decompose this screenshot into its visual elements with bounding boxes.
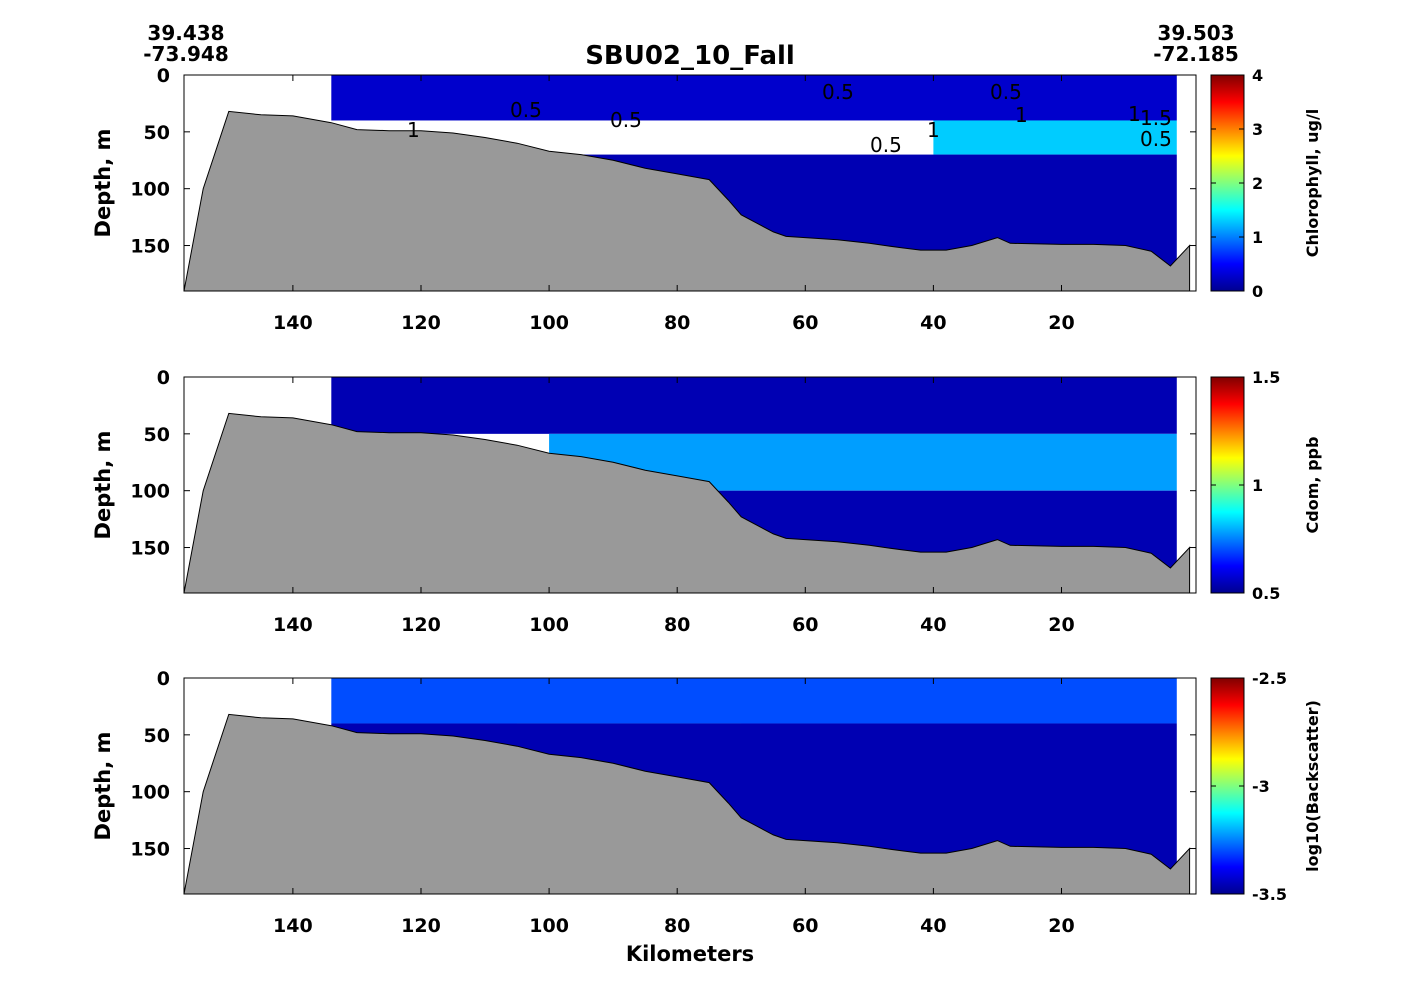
- colorbar-tick-label: 1.5: [1252, 368, 1280, 387]
- axes-frame: [183, 74, 1197, 292]
- left-longitude: -73.948: [143, 42, 228, 66]
- seafloor: [184, 713, 1191, 894]
- x-tick-label: 140: [273, 614, 313, 636]
- seafloor: [184, 412, 1191, 593]
- y-axis-label: Depth, m: [91, 431, 115, 540]
- y-axis-label: Depth, m: [91, 129, 115, 238]
- x-tick-label: 40: [920, 915, 946, 937]
- x-tick-label: 120: [401, 915, 441, 937]
- y-tick-label: 0: [157, 668, 170, 690]
- x-tick-label: 100: [529, 915, 569, 937]
- y-tick-label: 150: [130, 839, 170, 861]
- x-tick-label: 80: [664, 915, 690, 937]
- x-tick-label: 60: [792, 312, 818, 334]
- contour-label: 1.5: [1140, 106, 1172, 130]
- axes-frame: [183, 376, 1197, 594]
- contour-label: 0.5: [870, 133, 902, 157]
- x-tick-label: 40: [920, 614, 946, 636]
- axes-frame: [183, 677, 1197, 895]
- colorbar-tick-label: 1: [1252, 476, 1263, 495]
- left-latitude: 39.438: [147, 21, 224, 45]
- y-tick-label: 50: [144, 424, 170, 446]
- contour-label: 1: [927, 118, 940, 142]
- x-tick-label: 100: [529, 614, 569, 636]
- x-tick-label: 20: [1048, 614, 1074, 636]
- data-band-1: [331, 678, 1177, 724]
- colorbar-tick-label: 4: [1252, 66, 1263, 85]
- x-tick-label: 120: [401, 312, 441, 334]
- colorbar-label: Chlorophyll, ug/l: [1303, 109, 1322, 258]
- plot-area: [184, 678, 1191, 894]
- panel-2: 0 50 100 150 140 120 100 80 60 40 20 Depth, m 1.5 1 0.…: [91, 367, 1322, 636]
- y-tick-label: 0: [157, 65, 170, 87]
- y-tick-label: 50: [144, 122, 170, 144]
- contour-label: 0.5: [822, 80, 854, 104]
- colorbar-label: log10(Backscatter): [1303, 700, 1322, 872]
- colorbar: [1210, 74, 1245, 292]
- contour-label: 0.5: [510, 98, 542, 122]
- panel-3: 0 50 100 150 140 120 100 80 60 40 20 Depth, m -2.5 -3…: [91, 668, 1322, 937]
- contour-label: 1: [407, 118, 420, 142]
- right-latitude: 39.503: [1157, 21, 1234, 45]
- right-longitude: -72.185: [1153, 42, 1238, 66]
- x-tick-label: 20: [1048, 312, 1074, 334]
- data-band-1: [331, 377, 1177, 434]
- x-tick-label: 60: [792, 614, 818, 636]
- y-tick-label: 100: [130, 782, 170, 804]
- y-tick-label: 150: [130, 538, 170, 560]
- contour-label: 0.5: [990, 80, 1022, 104]
- x-tick-label: 120: [401, 614, 441, 636]
- contour-label: 1: [1128, 102, 1141, 126]
- figure-title: SBU02_10_Fall: [585, 41, 795, 71]
- colorbar-tick-label: -3: [1252, 777, 1270, 796]
- y-tick-label: 0: [157, 367, 170, 389]
- colorbar-tick-label: 0: [1252, 282, 1263, 301]
- x-tick-label: 80: [664, 614, 690, 636]
- x-tick-label: 100: [529, 312, 569, 334]
- y-tick-label: 100: [130, 481, 170, 503]
- contour-label: 0.5: [1140, 127, 1172, 151]
- colorbar-tick-label: 1: [1252, 228, 1263, 247]
- y-axis-label: Depth, m: [91, 732, 115, 841]
- colorbar-tick-label: 0.5: [1252, 584, 1280, 603]
- x-tick-label: 40: [920, 312, 946, 334]
- y-tick-label: 100: [130, 179, 170, 201]
- x-tick-label: 140: [273, 312, 313, 334]
- x-tick-label: 140: [273, 915, 313, 937]
- x-tick-label: 20: [1048, 915, 1074, 937]
- colorbar-tick-label: 2: [1252, 174, 1263, 193]
- x-tick-label: 60: [792, 915, 818, 937]
- colorbar-tick-label: -3.5: [1252, 885, 1287, 904]
- data-band-1: [331, 75, 1177, 121]
- x-tick-label: 80: [664, 312, 690, 334]
- colorbar-tick-label: -2.5: [1252, 669, 1287, 688]
- x-axis-label: Kilometers: [626, 942, 754, 966]
- y-tick-label: 50: [144, 725, 170, 747]
- data-band-2: [933, 120, 1177, 155]
- contour-label: 0.5: [610, 108, 642, 132]
- plot-area: 0.5 0.50.50.51 1 1.50.50.51 1: [184, 75, 1191, 291]
- seafloor: [184, 110, 1191, 291]
- colorbar: [1210, 376, 1245, 594]
- colorbar: [1210, 677, 1245, 895]
- contour-label: 1: [1015, 103, 1028, 127]
- plot-area: [184, 377, 1191, 593]
- colorbar-tick-label: 3: [1252, 120, 1263, 139]
- colorbar-label: Cdom, ppb: [1303, 437, 1322, 534]
- y-tick-label: 150: [130, 236, 170, 258]
